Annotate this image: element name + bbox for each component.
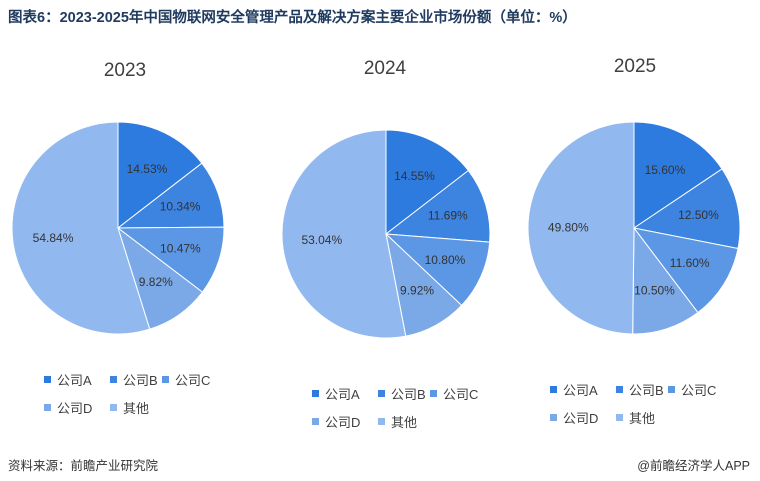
legend-label: 公司B [123, 373, 158, 388]
pie-svg-2023: 14.53% 10.34% 10.47% 9.82% 54.84% [11, 121, 225, 335]
pie-chart-2025: 2025 15.60% 12.50% 11.60% 10.50% 49.80% 公司A 公… [510, 38, 760, 438]
pie-slice-others [11, 121, 151, 335]
legend-label: 公司C [175, 373, 211, 388]
legend-swatch [312, 418, 319, 425]
legend-swatch [378, 390, 385, 397]
legend-swatch [668, 386, 675, 393]
legend-label: 公司A [57, 373, 92, 388]
legend-swatch [44, 376, 51, 383]
legend-item-company-c: 公司C [668, 380, 716, 399]
pie-slice-company-a [117, 121, 203, 230]
legend-item-company-a: 公司A [44, 370, 92, 389]
brand-note: @前瞻经济学人APP [637, 459, 750, 473]
data-label-company-d: 9.82% [139, 275, 173, 289]
legend-label: 公司C [681, 383, 717, 398]
legend-label: 公司C [443, 387, 479, 402]
legend-label: 公司D [325, 415, 361, 430]
legend-item-others: 其他 [110, 398, 149, 417]
legend-swatch [550, 386, 557, 393]
pie-slice-company-c [116, 226, 225, 293]
legend-item-company-a: 公司A [312, 384, 360, 403]
legend-item-others: 其他 [616, 408, 655, 427]
legend-swatch [110, 376, 117, 383]
legend-item-company-d: 公司D [44, 398, 92, 417]
data-label-company-b: 11.69% [428, 209, 468, 223]
legend-item-company-a: 公司A [550, 380, 598, 399]
pie-slice-company-a [385, 129, 470, 236]
legend-swatch [110, 404, 117, 411]
legend-label: 公司A [563, 383, 598, 398]
legend-swatch [616, 386, 623, 393]
data-label-company-c: 10.47% [160, 242, 201, 256]
legend-item-company-b: 公司B [616, 380, 664, 399]
legend-item-company-c: 公司C [162, 370, 210, 389]
pie-slice-others [527, 121, 635, 335]
legend-item-others: 其他 [378, 412, 417, 431]
pie-slice-company-b [116, 162, 225, 229]
pie-slice-company-c [632, 227, 739, 314]
data-label-others: 49.80% [548, 221, 589, 235]
pie-slice-company-d [632, 226, 699, 335]
data-label-others: 54.84% [33, 231, 74, 245]
legend-label: 公司D [563, 411, 599, 426]
legend-swatch [430, 390, 437, 397]
data-label-company-a: 14.53% [127, 162, 168, 176]
legend-label: 公司B [391, 387, 426, 402]
data-label-company-c: 11.60% [670, 256, 710, 270]
pie-slice-company-c [384, 233, 491, 307]
legend-item-company-d: 公司D [312, 412, 360, 431]
legend-swatch [312, 390, 319, 397]
pie-chart-2023: 2023 14.53% 10.34% 10.47% 9.82% 54.84% 公司A 公司… [0, 38, 250, 438]
legend-label: 其他 [123, 401, 150, 416]
legend-swatch [378, 418, 385, 425]
legend-swatch [550, 414, 557, 421]
pie-slice-company-b [632, 168, 741, 250]
pie-svg-2024: 14.55% 11.69% 10.80% 9.92% 53.04% [281, 129, 491, 339]
legend-item-company-c: 公司C [430, 384, 478, 403]
chart-title-2024: 2024 [363, 58, 407, 79]
pie-slice-company-b [384, 169, 491, 243]
legend-label: 其他 [391, 415, 418, 430]
data-label-company-c: 10.80% [425, 253, 466, 267]
legend-swatch [616, 414, 623, 421]
data-label-others: 53.04% [301, 233, 342, 247]
legend-swatch [44, 404, 51, 411]
pie-chart-2024: 2024 14.55% 11.69% 10.80% 9.92% 53.04% 公司A 公司… [260, 38, 510, 438]
legend-label: 公司A [325, 387, 360, 402]
data-label-company-d: 9.92% [400, 284, 434, 298]
legend-label: 其他 [629, 411, 656, 426]
data-label-company-b: 10.34% [160, 200, 201, 214]
pie-slice-others [281, 129, 407, 339]
source-note: 资料来源：前瞻产业研究院 [8, 459, 159, 473]
legend-item-company-b: 公司B [378, 384, 426, 403]
data-label-company-a: 14.55% [394, 169, 435, 183]
pie-slice-company-a [633, 121, 723, 229]
data-label-company-b: 12.50% [678, 208, 719, 222]
chart-title-2023: 2023 [103, 60, 147, 81]
legend-label: 公司D [57, 401, 93, 416]
pie-svg-2025: 15.60% 12.50% 11.60% 10.50% 49.80% [527, 121, 741, 335]
page-title: 图表6：2023-2025年中国物联网安全管理产品及解决方案主要企业市场份额（单… [8, 10, 577, 26]
legend-item-company-b: 公司B [110, 370, 158, 389]
data-label-company-d: 10.50% [634, 283, 675, 297]
data-label-company-a: 15.60% [645, 163, 686, 177]
chart-title-2025: 2025 [613, 56, 657, 77]
legend-swatch [162, 376, 169, 383]
legend-label: 公司B [629, 383, 664, 398]
legend-item-company-d: 公司D [550, 408, 598, 427]
